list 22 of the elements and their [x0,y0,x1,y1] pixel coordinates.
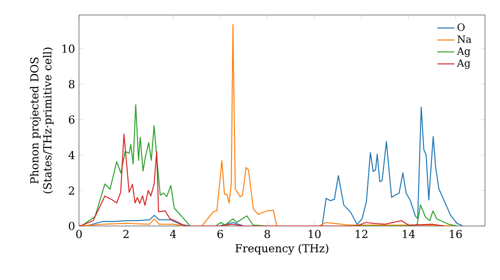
x-tick-label: 12 [356,230,368,238]
x-tick-label: 0 [76,230,82,238]
y-tick-label: 8 [68,80,74,88]
y-tick-label: 6 [68,115,74,124]
legend-label: Na [457,35,472,43]
y-tick-label: 2 [68,186,74,195]
x-tick-label: 14 [402,230,415,238]
x-tick-label: 10 [308,230,321,238]
y-tick-label: 0 [68,222,74,230]
x-tick-label: 4 [170,230,176,238]
line-series [79,134,444,226]
y-tick-label: 4 [68,150,75,160]
legend-label: Ag [456,59,470,69]
legend-label: O [458,23,465,31]
y-tick-label: 10 [62,44,74,53]
y-axis-title: Phonon projected DOS (States/THz·primitive cell) [30,48,54,194]
x-tick-label: 16 [450,230,462,238]
x-axis-title: Frequency (THz) [235,244,328,255]
x-tick-label: 8 [264,230,270,238]
x-tick-label: 2 [123,230,128,238]
legend-label: Ag [456,47,470,57]
x-tick-label: 6 [217,230,224,238]
